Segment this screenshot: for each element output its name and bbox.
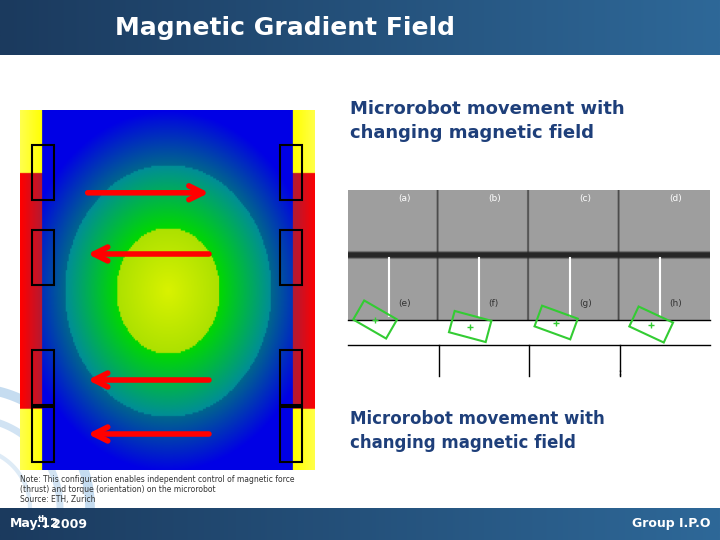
Text: (h): (h) xyxy=(670,299,682,308)
Bar xyxy=(280,350,302,405)
Text: (d): (d) xyxy=(670,194,682,203)
Text: (e): (e) xyxy=(397,299,410,308)
Text: th: th xyxy=(38,516,48,524)
Text: (g): (g) xyxy=(579,299,592,308)
Text: (f): (f) xyxy=(488,299,498,308)
Bar xyxy=(32,230,54,285)
Bar xyxy=(280,407,302,462)
Text: Microrobot movement with
changing magnetic field: Microrobot movement with changing magnet… xyxy=(350,100,625,141)
Bar xyxy=(629,307,673,342)
Bar xyxy=(354,300,397,339)
Bar xyxy=(348,295,710,385)
Text: Microrobot movement with
changing magnetic field: Microrobot movement with changing magnet… xyxy=(350,410,605,451)
Text: (a): (a) xyxy=(397,194,410,203)
Text: . 2009: . 2009 xyxy=(43,517,87,530)
Text: Magnetic Gradient Field: Magnetic Gradient Field xyxy=(115,16,455,39)
Bar xyxy=(280,145,302,200)
Bar xyxy=(32,145,54,200)
Bar xyxy=(449,311,491,342)
Text: (b): (b) xyxy=(488,194,501,203)
Text: May.12: May.12 xyxy=(10,517,60,530)
Text: (thrust) and torque (orientation) on the microrobot: (thrust) and torque (orientation) on the… xyxy=(20,485,215,494)
FancyBboxPatch shape xyxy=(0,55,720,508)
Text: Source: ETH, Zurich: Source: ETH, Zurich xyxy=(20,495,96,504)
Text: Group I.P.O: Group I.P.O xyxy=(631,517,710,530)
Text: (c): (c) xyxy=(579,194,591,203)
Bar xyxy=(32,350,54,405)
Bar xyxy=(32,407,54,462)
Bar xyxy=(280,230,302,285)
Text: Note: This configuration enables independent control of magnetic force: Note: This configuration enables indepen… xyxy=(20,475,294,484)
Bar xyxy=(534,306,577,339)
